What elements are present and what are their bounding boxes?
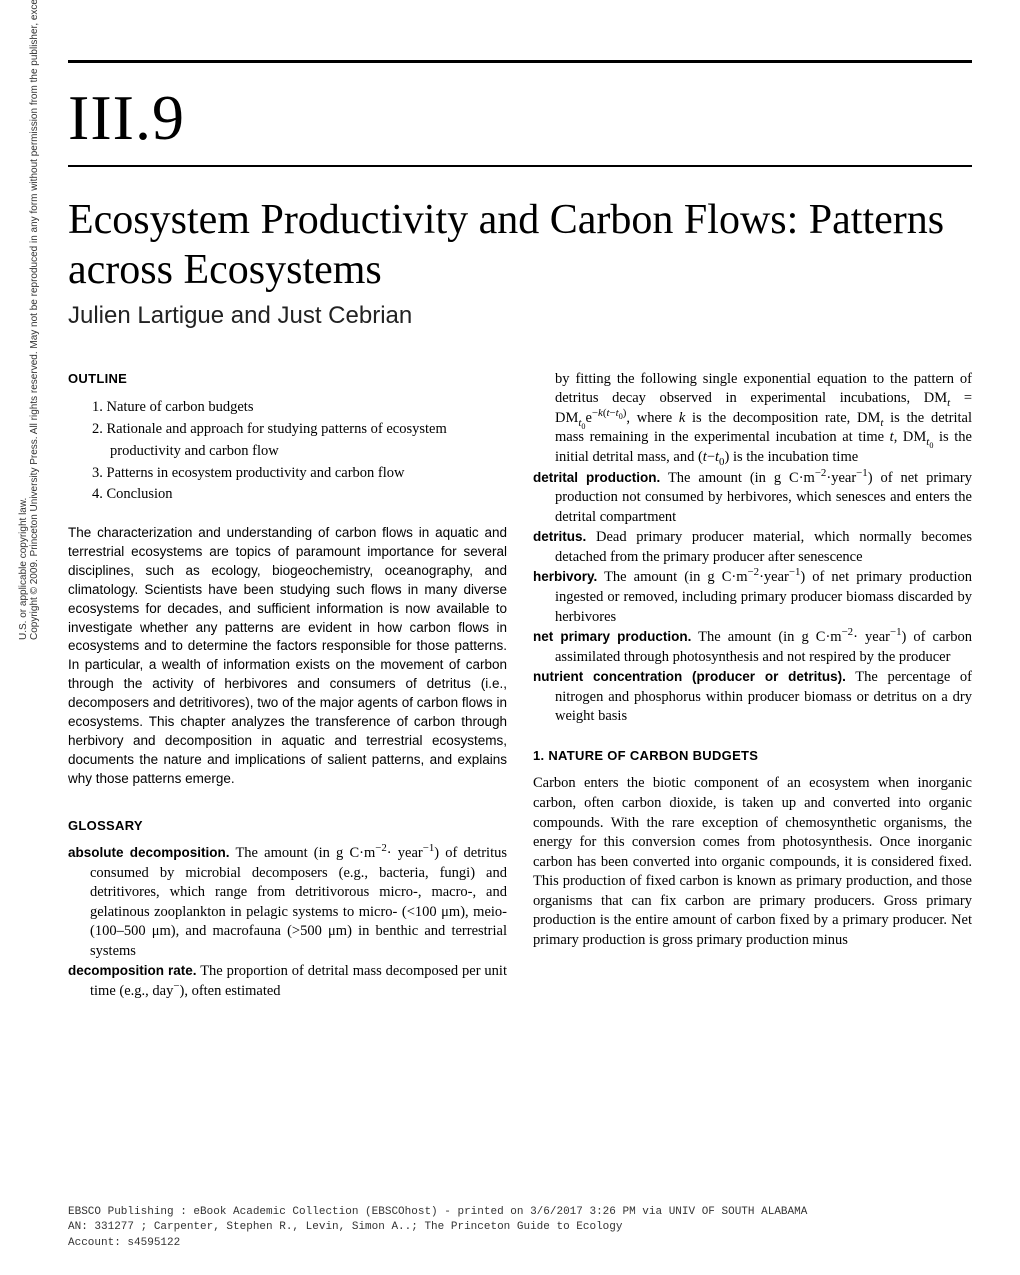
mid-rule (68, 165, 972, 167)
glossary-term: net primary production. (533, 629, 691, 644)
copyright-line2: U.S. or applicable copyright law. (18, 498, 29, 640)
glossary-def: The amount (in g C·m−2· year−1) of detri… (90, 845, 507, 959)
glossary-entry: absolute decomposition. The amount (in g… (68, 844, 507, 961)
glossary-heading: GLOSSARY (68, 817, 507, 835)
glossary-entry: nutrient concentration (producer or detr… (533, 668, 972, 727)
chapter-title: Ecosystem Productivity and Carbon Flows:… (68, 195, 972, 296)
two-column-layout: OUTLINE 1. Nature of carbon budgets 2. R… (68, 370, 972, 1003)
intro-paragraph: The characterization and understanding o… (68, 524, 507, 788)
section-1-para: Carbon enters the biotic component of an… (533, 774, 972, 950)
outline-item: 2. Rationale and approach for studying p… (92, 419, 507, 463)
right-column: by fitting the following single exponent… (533, 370, 972, 1003)
left-column: OUTLINE 1. Nature of carbon budgets 2. R… (68, 370, 507, 1003)
page-footer: EBSCO Publishing : eBook Academic Collec… (68, 1205, 807, 1251)
footer-line-1: EBSCO Publishing : eBook Academic Collec… (68, 1205, 807, 1220)
glossary-def: The amount (in g C·m−2·year−1) of net pr… (555, 569, 972, 624)
glossary-entry: decomposition rate. The proportion of de… (68, 962, 507, 1001)
page-content: III.9 Ecosystem Productivity and Carbon … (68, 0, 972, 1003)
copyright-sidebar: U.S. or applicable copyright law. Copyri… (18, 0, 40, 640)
glossary-term: detrital production. (533, 470, 660, 485)
glossary-entry: detrital production. The amount (in g C·… (533, 469, 972, 528)
glossary-term: herbivory. (533, 569, 597, 584)
glossary-continuation: by fitting the following single exponent… (533, 370, 972, 468)
top-rule (68, 60, 972, 63)
glossary-def: Dead primary producer material, which no… (555, 529, 972, 565)
footer-line-2: AN: 331277 ; Carpenter, Stephen R., Levi… (68, 1220, 807, 1235)
glossary-term: absolute decomposition. (68, 845, 230, 860)
chapter-authors: Julien Lartigue and Just Cebrian (68, 302, 972, 330)
footer-line-3: Account: s4595122 (68, 1236, 807, 1251)
glossary-entry: detritus. Dead primary producer material… (533, 528, 972, 567)
glossary-entry: herbivory. The amount (in g C·m−2·year−1… (533, 568, 972, 627)
glossary-term: decomposition rate. (68, 963, 197, 978)
glossary-term: detritus. (533, 529, 586, 544)
outline-heading: OUTLINE (68, 370, 507, 388)
outline-item: 1. Nature of carbon budgets (92, 397, 507, 419)
chapter-number: III.9 (68, 81, 972, 155)
copyright-line1: Copyright © 2009. Princeton University P… (29, 0, 40, 640)
section-1-heading: 1. NATURE OF CARBON BUDGETS (533, 747, 972, 765)
outline-list: 1. Nature of carbon budgets 2. Rationale… (92, 397, 507, 506)
outline-item: 4. Conclusion (92, 484, 507, 506)
glossary-entry: net primary production. The amount (in g… (533, 628, 972, 667)
glossary-term: nutrient concentration (producer or detr… (533, 669, 846, 684)
outline-item: 3. Patterns in ecosystem productivity an… (92, 463, 507, 485)
